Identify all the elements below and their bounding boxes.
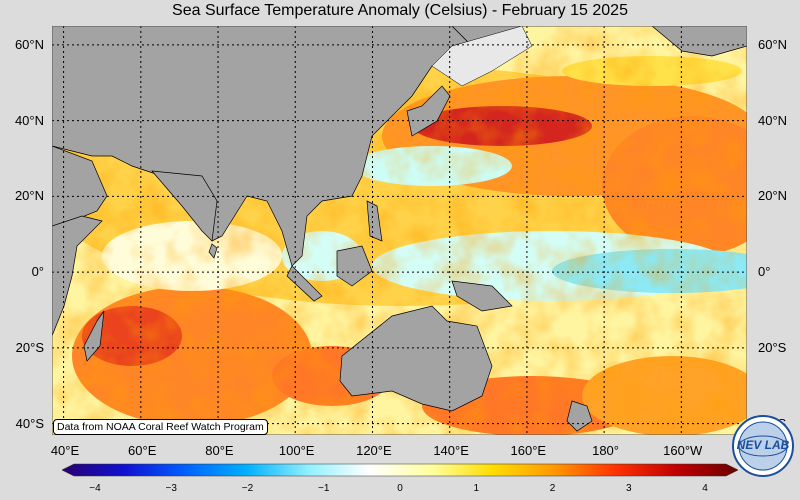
colorbar-tick-label: 0 (397, 483, 403, 494)
longitude-label: 180° (592, 443, 619, 458)
colorbar-tick-label: −3 (165, 483, 177, 494)
longitude-label: 140°E (433, 443, 469, 458)
graticule (52, 26, 747, 435)
longitude-label: 120°E (356, 443, 392, 458)
latitude-label-left: 20°S (15, 339, 44, 355)
colorbar-tick-label: −2 (241, 483, 254, 494)
longitude-label: 80°E (205, 443, 234, 458)
latitude-label-left: 60°N (14, 36, 44, 52)
colorbar-tick-label: 1 (473, 483, 480, 494)
sumatra-landmass (286, 265, 323, 302)
map-title: Sea Surface Temperature Anomaly (Celsius… (172, 2, 628, 19)
alaska-landmass (651, 26, 747, 57)
latitude-label-right: 20°S (758, 339, 787, 355)
latitude-label-left: 40°S (15, 415, 44, 431)
longitude-label: 60°E (128, 443, 157, 458)
latitude-label-right: 60°N (758, 36, 788, 52)
sea-ice (431, 26, 533, 87)
madagascar-landmass (83, 310, 105, 362)
africa-landmass (52, 215, 103, 337)
colorbar-tick-label: 3 (625, 483, 632, 494)
latitude-label-right: 20°N (758, 188, 788, 204)
australia-landmass (339, 305, 493, 412)
colorbar-tick-label: 2 (549, 483, 556, 494)
colorbar-tick-label: 4 (702, 483, 708, 494)
colorbar (62, 463, 738, 477)
colorbar-body (62, 463, 738, 477)
data-credit-label: Data from NOAA Coral Reef Watch Program (53, 419, 268, 435)
new-guinea-landmass (451, 280, 513, 312)
latitude-label-left: 20°N (14, 188, 44, 204)
nev-lab-logo (732, 415, 794, 477)
latitude-label-right: 40°N (758, 112, 788, 128)
longitude-label: 40°E (50, 443, 80, 458)
arabia-landmass (52, 145, 108, 227)
latitude-label-left: 0° (31, 264, 44, 280)
sri-lanka-landmass (208, 243, 218, 259)
eurasia-landmass (52, 26, 473, 267)
longitude-label: 160°W (663, 443, 703, 458)
colorbar-tick-label: −1 (318, 483, 330, 494)
colorbar-tick-label: −4 (89, 483, 101, 494)
land (52, 26, 747, 432)
longitude-label: 100°E (278, 443, 315, 458)
philippines-landmass (366, 200, 383, 242)
latitude-label-right: 0° (758, 264, 771, 280)
nev-lab-logo-text: NEV LAB (736, 438, 790, 452)
latitude-label-left: 40°N (14, 112, 44, 128)
india-landmass (151, 170, 218, 242)
longitude-label: 160°E (510, 443, 547, 458)
sst-anomaly-map (52, 26, 747, 435)
